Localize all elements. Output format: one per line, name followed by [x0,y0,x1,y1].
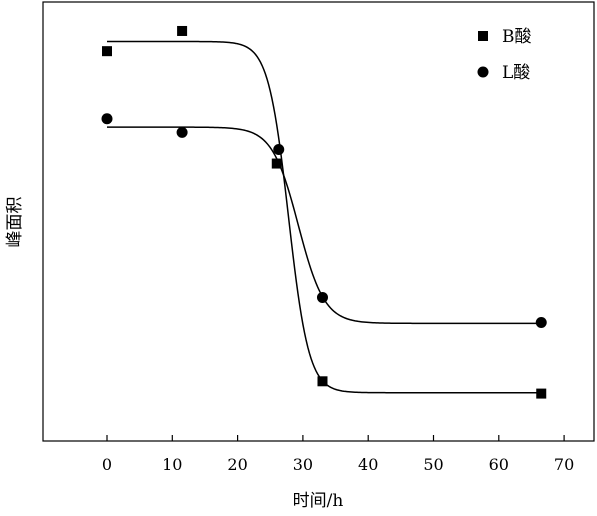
x-tick-label: 50 [423,455,443,474]
legend: B酸 L酸 [478,27,532,83]
data-point-square [177,26,187,36]
data-markers [102,26,547,399]
x-tick-label: 10 [162,455,182,474]
x-axis-label: 时间/h [293,491,344,511]
x-tick-label: 70 [554,455,574,474]
x-tick-label: 20 [227,455,247,474]
data-point-square [272,159,282,169]
y-axis-label: 峰面积 [5,197,25,248]
fit-curve [107,42,541,393]
data-point-square [102,46,112,56]
x-tick-label: 30 [293,455,313,474]
data-point-circle [317,292,328,303]
x-tick-label: 60 [489,455,509,474]
legend-label: B酸 [502,27,532,47]
legend-label: L酸 [502,63,530,83]
x-tick-label: 0 [102,455,112,474]
x-tick-label: 40 [358,455,378,474]
data-point-square [317,376,327,386]
data-point-circle [536,317,547,328]
data-point-circle [273,144,284,155]
data-point-square [478,31,488,41]
data-point-circle [478,67,489,78]
data-point-square [536,389,546,399]
data-point-circle [102,113,113,124]
fit-curves [107,42,541,393]
data-point-circle [177,127,188,138]
